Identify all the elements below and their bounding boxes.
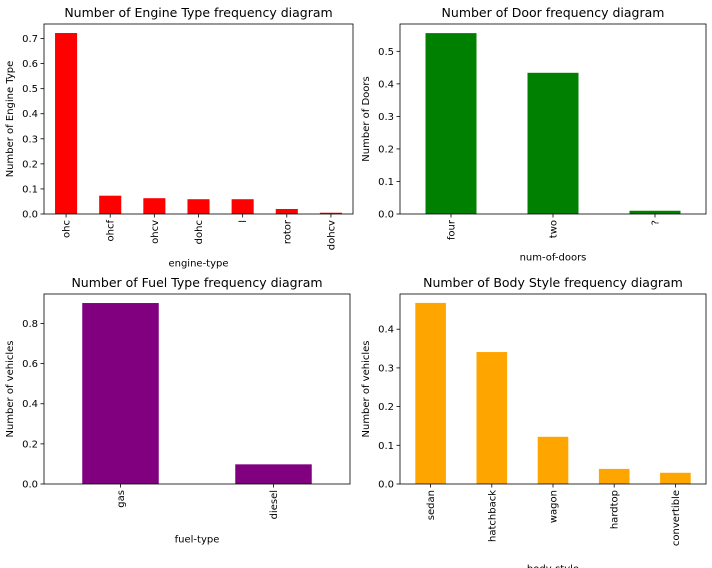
x-tick-label: l [238, 220, 249, 223]
bar-two [527, 72, 579, 215]
y-tick-label: 0.3 [22, 134, 38, 145]
plot-frame [43, 293, 351, 485]
bar-convertible [660, 472, 691, 484]
engine-type-chart: Number of Engine Type frequency diagram … [5, 5, 354, 270]
bar-sedan [415, 302, 446, 484]
y-tick-label: 0.2 [378, 144, 394, 155]
bar-ohc [55, 33, 78, 215]
y-tick-label: 0.1 [22, 184, 38, 195]
x-tick-label: diesel [269, 490, 280, 519]
chart-title: Number of Body Style frequency diagram [423, 275, 683, 290]
x-tick-label: ohc [62, 220, 73, 238]
x-axis-label: body-style [527, 564, 579, 568]
y-tick-label: 0.3 [378, 112, 394, 123]
bar-ohcf [99, 195, 122, 214]
x-axis-label: num-of-doors [520, 253, 587, 264]
fuel-type-chart: Number of Fuel Type frequency diagram fu… [5, 275, 351, 545]
x-tick-label: ? [651, 220, 662, 225]
y-tick-label: 0.5 [378, 47, 394, 58]
x-tick-label: hardtop [610, 490, 621, 529]
x-tick-label: rotor [282, 219, 293, 244]
bar-gas [82, 303, 159, 484]
y-axis-label: Number of vehicles [5, 341, 16, 438]
y-axis-label: Number of Doors [361, 76, 372, 161]
x-tick-label: two [549, 220, 560, 238]
y-tick-label: 0.2 [378, 402, 394, 413]
x-tick-label: dohc [194, 220, 205, 244]
y-tick-label: 0.4 [22, 109, 38, 120]
x-axis-label: fuel-type [175, 534, 220, 545]
bar-hardtop [598, 468, 630, 484]
y-tick-label: 0.0 [22, 210, 38, 221]
y-tick-label: 0.7 [22, 34, 38, 45]
bar-dohc [187, 199, 210, 214]
y-tick-label: 0.4 [378, 79, 394, 90]
y-tick-label: 0.0 [378, 480, 394, 491]
bar-dohcv [319, 212, 342, 214]
y-tick-label: 0.4 [22, 399, 38, 410]
bar-ohcv [143, 198, 166, 214]
y-axis-label: Number of Engine Type [5, 61, 16, 178]
chart-title: Number of Engine Type frequency diagram [64, 5, 332, 20]
plot-frame [43, 23, 354, 215]
chart-title: Number of Door frequency diagram [442, 5, 665, 20]
bar-diesel [235, 464, 312, 484]
y-tick-label: 0.3 [378, 363, 394, 374]
chart-title: Number of Fuel Type frequency diagram [71, 275, 322, 290]
x-tick-label: ohcv [150, 220, 161, 244]
y-tick-label: 0.1 [378, 441, 394, 452]
y-tick-label: 0.2 [22, 159, 38, 170]
y-tick-label: 0.0 [22, 480, 38, 491]
x-tick-label: dohcv [326, 220, 337, 250]
x-tick-label: gas [116, 490, 127, 508]
y-tick-label: 0.2 [22, 439, 38, 450]
x-tick-label: wagon [549, 490, 560, 523]
y-tick-label: 0.4 [378, 325, 394, 336]
y-tick-label: 0.6 [22, 359, 38, 370]
x-axis-label: engine-type [168, 259, 228, 270]
y-tick-label: 0.8 [22, 319, 38, 330]
y-tick-label: 0.1 [378, 177, 394, 188]
x-tick-label: sedan [426, 490, 437, 520]
x-tick-label: four [447, 219, 458, 240]
y-axis-label: Number of vehicles [361, 341, 372, 438]
x-tick-label: hatchback [487, 490, 498, 542]
y-tick-label: 0.5 [22, 84, 38, 95]
x-tick-label: ohcf [106, 220, 117, 242]
body-style-chart: Number of Body Style frequency diagram b… [361, 275, 707, 568]
bar-rotor [275, 208, 298, 214]
bar-four [425, 33, 477, 214]
bar-wagon [537, 436, 569, 484]
bar-l [231, 199, 254, 214]
y-tick-label: 0.6 [22, 59, 38, 70]
x-tick-label: convertible [671, 490, 682, 546]
doors-chart: Number of Door frequency diagram num-of-… [361, 5, 707, 264]
y-tick-label: 0.0 [378, 210, 394, 221]
bar-? [629, 210, 681, 214]
bar-hatchback [476, 352, 508, 484]
